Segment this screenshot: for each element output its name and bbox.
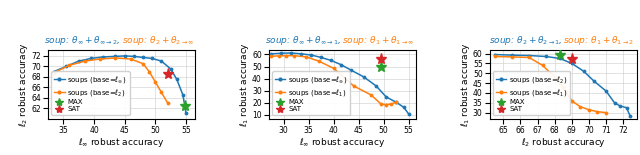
Legend: soups (base=$\ell_\infty$), soups (base=$\ell_1$), MAX, SAT: soups (base=$\ell_\infty$), soups (base=…: [272, 71, 350, 115]
X-axis label: $\ell_\infty$ robust accuracy: $\ell_\infty$ robust accuracy: [79, 136, 164, 149]
X-axis label: $\ell_2$ robust accuracy: $\ell_2$ robust accuracy: [521, 136, 605, 149]
Text: soup: $\theta_{\infty} + \theta_{\infty\to2}$,: soup: $\theta_{\infty} + \theta_{\infty\…: [44, 34, 122, 47]
X-axis label: $\ell_\infty$ robust accuracy: $\ell_\infty$ robust accuracy: [300, 136, 385, 149]
Legend: soups (base=$\ell_2$), soups (base=$\ell_1$), MAX, SAT: soups (base=$\ell_2$), soups (base=$\ell…: [493, 71, 570, 115]
Text: soup: $\theta_2 + \theta_{2\to\infty}$: soup: $\theta_2 + \theta_{2\to\infty}$: [122, 34, 194, 47]
Y-axis label: $\ell_2$ robust accuracy: $\ell_2$ robust accuracy: [17, 42, 30, 127]
Text: soup: $\theta_{\infty} + \theta_{\infty\to1}$,: soup: $\theta_{\infty} + \theta_{\infty\…: [265, 34, 342, 47]
Text: soup: $\theta_2 + \theta_{2\to1}$,: soup: $\theta_2 + \theta_{2\to1}$,: [488, 34, 563, 47]
Y-axis label: $\ell_1$ robust accuracy: $\ell_1$ robust accuracy: [458, 42, 472, 127]
Y-axis label: $\ell_1$ robust accuracy: $\ell_1$ robust accuracy: [237, 42, 251, 127]
Text: soup: $\theta_1 + \theta_{1\to2}$: soup: $\theta_1 + \theta_{1\to2}$: [563, 34, 634, 47]
Text: soup: $\theta_1 + \theta_{1\to\infty}$: soup: $\theta_1 + \theta_{1\to\infty}$: [342, 34, 415, 47]
Legend: soups (base=$\ell_\infty$), soups (base=$\ell_2$), MAX, SAT: soups (base=$\ell_\infty$), soups (base=…: [51, 71, 129, 115]
